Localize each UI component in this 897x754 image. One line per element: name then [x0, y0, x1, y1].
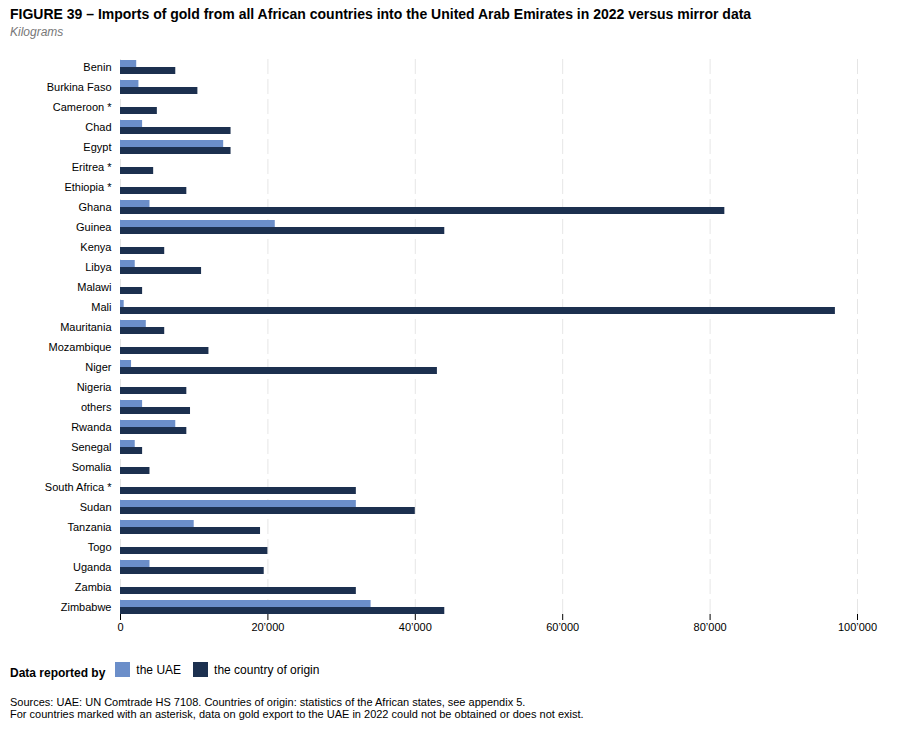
html-text:the country of origin: the country of origin	[214, 662, 320, 677]
svg-text:Nigeria: Nigeria	[77, 381, 113, 393]
svg-text:Chad: Chad	[85, 121, 111, 133]
svg-text:Egypt: Egypt	[83, 141, 111, 153]
svg-text:Tanzania: Tanzania	[67, 521, 112, 533]
svg-text:Zambia: Zambia	[75, 581, 113, 593]
html-text:FIGURE 39 – Imports of gold fr: FIGURE 39 – Imports of gold from all Afr…	[10, 6, 752, 22]
svg-text:100’000: 100’000	[838, 621, 877, 633]
svg-text:Mali: Mali	[91, 301, 111, 313]
svg-text:20’000: 20’000	[251, 621, 284, 633]
svg-text:others: others	[81, 401, 112, 413]
svg-text:Mozambique: Mozambique	[49, 341, 112, 353]
html-text:Sources: UAE: UN Comtrade HS 7: Sources: UAE: UN Comtrade HS 7108. Count…	[10, 696, 584, 720]
svg-text:Ethiopia *: Ethiopia *	[64, 181, 112, 193]
svg-text:Uganda: Uganda	[73, 561, 112, 573]
svg-text:Mauritania: Mauritania	[60, 321, 112, 333]
svg-text:Zimbabwe: Zimbabwe	[61, 601, 112, 613]
svg-text:Somalia: Somalia	[72, 461, 113, 473]
svg-text:Burkina Faso: Burkina Faso	[47, 81, 112, 93]
svg-text:Cameroon *: Cameroon *	[53, 101, 112, 113]
svg-text:South Africa *: South Africa *	[45, 481, 112, 493]
html-text:the UAE: the UAE	[136, 662, 182, 677]
svg-text:80’000: 80’000	[694, 621, 727, 633]
svg-text:Sudan: Sudan	[80, 501, 112, 513]
svg-text:Kenya: Kenya	[80, 241, 112, 253]
svg-text:Ghana: Ghana	[78, 201, 112, 213]
svg-text:Niger: Niger	[85, 361, 112, 373]
html-text:Data reported by: Data reported by	[10, 665, 106, 680]
svg-text:40’000: 40’000	[399, 621, 432, 633]
svg-text:Libya: Libya	[85, 261, 112, 273]
svg-text:0: 0	[117, 621, 123, 633]
svg-text:60’000: 60’000	[546, 621, 579, 633]
svg-text:Benin: Benin	[83, 61, 111, 73]
svg-text:Senegal: Senegal	[71, 441, 111, 453]
svg-text:Eritrea *: Eritrea *	[72, 161, 112, 173]
svg-text:Togo: Togo	[88, 541, 112, 553]
svg-text:Malawi: Malawi	[77, 281, 111, 293]
svg-text:Rwanda: Rwanda	[71, 421, 112, 433]
html-text:Kilograms: Kilograms	[10, 25, 64, 39]
svg-text:Guinea: Guinea	[76, 221, 112, 233]
